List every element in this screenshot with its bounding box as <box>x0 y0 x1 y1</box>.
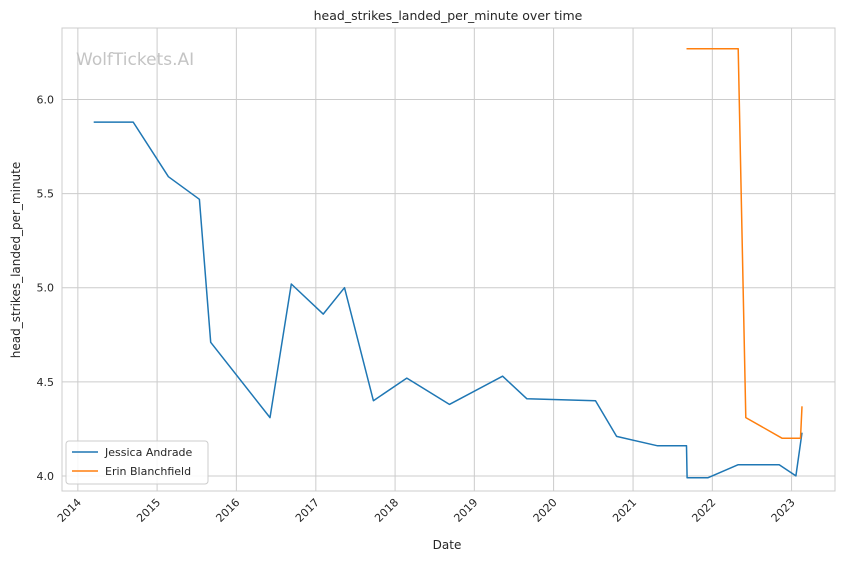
y-tick-label: 6.0 <box>37 94 55 107</box>
y-axis-label: head_strikes_landed_per_minute <box>9 162 23 359</box>
x-axis-label: Date <box>433 538 462 552</box>
x-tick-label: 2016 <box>213 496 242 525</box>
series-layer <box>93 47 803 479</box>
series-line-erin-blanchfield <box>686 47 803 440</box>
x-tick-label: 2018 <box>372 496 401 525</box>
x-axis-ticks: 2014 2015 2016 2017 2018 2019 2020 2021 2022 2023 <box>55 496 798 525</box>
x-tick-label: 2015 <box>134 496 163 525</box>
x-tick-label: 2023 <box>769 496 798 525</box>
legend-entry: Erin Blanchfield <box>105 465 191 478</box>
watermark: WolfTickets.AI <box>76 50 194 70</box>
y-tick-label: 4.5 <box>37 376 55 389</box>
x-tick-label: 2020 <box>531 496 560 525</box>
plot-area-frame <box>61 27 836 492</box>
y-tick-label: 5.0 <box>37 282 55 295</box>
x-tick-label: 2022 <box>689 496 718 525</box>
y-axis-ticks: 4.0 4.5 5.0 5.5 6.0 <box>37 94 55 483</box>
x-tick-label: 2021 <box>610 496 639 525</box>
legend-box <box>65 440 209 485</box>
x-tick-label: 2019 <box>451 496 480 525</box>
series-line-jessica-andrade <box>93 121 803 479</box>
y-tick-label: 5.5 <box>37 188 55 201</box>
legend: Jessica Andrade Erin Blanchfield <box>65 440 209 485</box>
chart-title: head_strikes_landed_per_minute over time <box>314 8 583 23</box>
x-tick-label: 2017 <box>293 496 322 525</box>
legend-entry: Jessica Andrade <box>104 446 193 459</box>
grid <box>62 28 835 491</box>
x-tick-label: 2014 <box>55 496 84 525</box>
y-tick-label: 4.0 <box>37 470 55 483</box>
